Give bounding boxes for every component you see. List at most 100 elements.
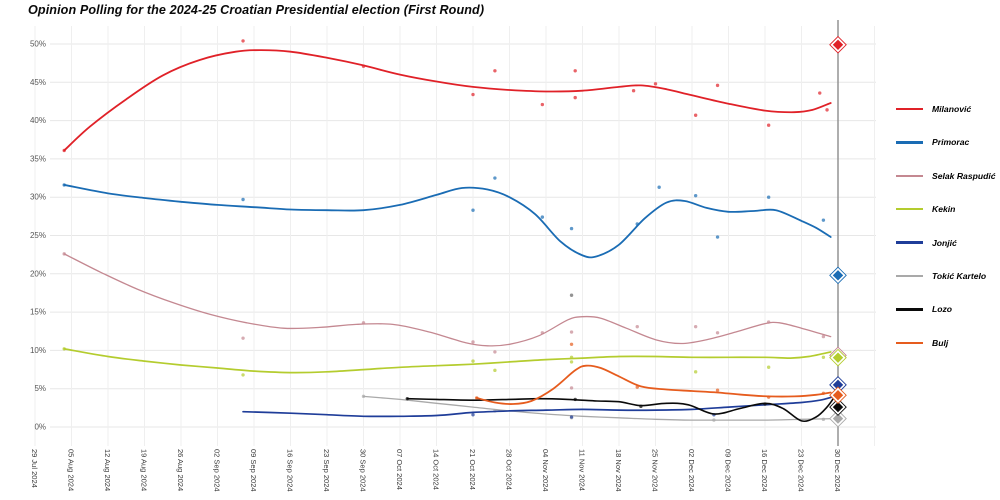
poll-point-selak-raspudic: [493, 350, 497, 354]
x-axis-label: 12 Aug 2024: [103, 449, 112, 491]
poll-point-kekin: [493, 368, 497, 373]
x-axis-label: 02 Sep 2024: [213, 449, 222, 492]
trend-line-bulj: [475, 364, 832, 405]
x-axis-label: 02 Dec 2024: [687, 449, 696, 492]
trend-line-tokic-kartelo: [362, 395, 835, 421]
x-axis-label: 21 Oct 2024: [468, 449, 477, 490]
x-axis-label: 14 Oct 2024: [432, 449, 441, 490]
poll-point-selak-raspudic: [821, 334, 826, 339]
poll-point-bulj: [569, 342, 574, 346]
legend-label-tokic-kartelo: Tokić Kartelo: [932, 271, 987, 281]
chart-title: Opinion Polling for the 2024-25 Croatian…: [28, 3, 485, 17]
poll-point-kekin: [471, 359, 475, 363]
poll-point-milanovic: [241, 39, 245, 43]
x-axis-label: 05 Aug 2024: [67, 449, 76, 491]
x-axis-label: 16 Dec 2024: [760, 449, 769, 492]
legend-item-lozo: Lozo: [896, 304, 952, 314]
poll-point-milanovic: [493, 69, 497, 73]
poll-point-selak-raspudic: [569, 386, 574, 390]
trend-line-selak-raspudic: [63, 253, 832, 347]
trend-line-milanovic: [63, 49, 832, 152]
y-axis-label: 50%: [30, 40, 46, 49]
x-axis-label: 11 Nov 2024: [578, 449, 587, 491]
poll-point-primorac: [540, 215, 545, 219]
poll-point-selak-raspudic: [471, 340, 475, 344]
poll-point-jonjic: [471, 413, 475, 417]
poll-point-primorac: [821, 218, 826, 222]
trend-line-jonjic: [242, 395, 836, 418]
y-axis-label: 45%: [30, 78, 46, 87]
legend-label-bulj: Bulj: [932, 337, 949, 348]
poll-point-selak-raspudic: [569, 330, 574, 334]
result-diamond-kekin: [832, 352, 844, 363]
legend: Milanović Primorac Selak Raspudić Kekin Jonj…: [896, 104, 1000, 394]
x-axis-label: 26 Aug 2024: [176, 449, 185, 491]
y-axis-label: 0%: [34, 423, 46, 432]
x-axis-label: 18 Nov 2024: [614, 449, 623, 492]
poll-point-milanovic: [471, 92, 475, 97]
poll-point-milanovic: [693, 113, 698, 117]
legend-swatch-jonjic: [896, 241, 923, 244]
y-axis-label: 5%: [34, 384, 46, 393]
poll-point-jonjic: [569, 415, 574, 419]
poll-point-kekin: [241, 373, 245, 377]
poll-point-milanovic: [573, 69, 577, 73]
x-axis-label: 04 Nov 2024: [541, 449, 550, 492]
x-axis-label: 09 Sep 2024: [249, 449, 258, 492]
poll-point-kekin: [569, 360, 574, 364]
legend-item-bulj: Bulj: [896, 338, 948, 348]
legend-swatch-bulj: [896, 341, 923, 345]
legend-label-jonjic: Jonjić: [932, 237, 957, 248]
poll-point-primorac: [471, 208, 475, 212]
legend-swatch-primorac: [896, 141, 923, 144]
trend-line-lozo: [406, 396, 836, 423]
legend-swatch-lozo: [896, 308, 923, 311]
x-axis-label: 07 Oct 2024: [395, 449, 404, 490]
poll-point-milanovic: [766, 123, 771, 127]
poll-point-primorac: [493, 176, 497, 180]
legend-item-tokic-kartelo: Tokić Kartelo: [896, 271, 986, 281]
poll-point-milanovic: [825, 108, 829, 112]
legend-item-milanovic: Milanović: [896, 104, 971, 114]
x-axis-label: 19 Aug 2024: [140, 449, 149, 491]
result-diamond-lozo: [832, 401, 844, 413]
poll-point-primorac: [657, 185, 661, 189]
y-axis-label: 30%: [30, 193, 46, 202]
legend-item-jonjic: Jonjić: [896, 238, 957, 248]
legend-swatch-selak-raspudic: [896, 174, 923, 178]
legend-swatch-milanovic: [896, 107, 923, 111]
poll-point-primorac: [766, 195, 771, 199]
x-axis-label: 09 Dec 2024: [724, 449, 733, 492]
result-diamond-tokic-kartelo: [832, 413, 844, 424]
poll-point-selak-raspudic: [635, 324, 639, 329]
poll-point-primorac: [569, 226, 574, 231]
poll-point-kekin: [821, 355, 826, 359]
x-axis-label: 23 Sep 2024: [322, 449, 331, 492]
poll-point-primorac: [693, 193, 698, 198]
poll-point-bulj: [715, 388, 720, 392]
y-axis-label: 25%: [30, 231, 46, 240]
x-axis-label: 16 Sep 2024: [286, 449, 295, 492]
result-diamond-primorac: [832, 270, 844, 281]
poll-point-milanovic: [540, 102, 545, 107]
poll-point-milanovic: [653, 82, 658, 86]
y-axis-label: 40%: [30, 116, 46, 125]
y-axis-label: 20%: [30, 269, 46, 278]
legend-swatch-tokic-kartelo: [896, 274, 923, 278]
poll-point-milanovic: [573, 95, 577, 100]
legend-swatch-kekin: [896, 207, 923, 211]
x-axis-label: 30 Dec 2024: [833, 449, 842, 492]
poll-point-primorac: [241, 197, 245, 202]
result-diamond-milanovic: [832, 39, 844, 50]
poll-point-primorac: [715, 235, 720, 239]
y-axis-label: 35%: [30, 154, 46, 163]
outlier-point: [569, 293, 574, 297]
legend-item-primorac: Primorac: [896, 137, 969, 147]
poll-point-kekin: [693, 370, 698, 374]
y-axis-label: 10%: [30, 346, 46, 355]
trend-line-kekin: [63, 348, 832, 374]
legend-label-milanovic: Milanović: [932, 104, 972, 114]
x-axis-label: 23 Dec 2024: [797, 449, 806, 492]
legend-item-kekin: Kekin: [896, 204, 955, 214]
